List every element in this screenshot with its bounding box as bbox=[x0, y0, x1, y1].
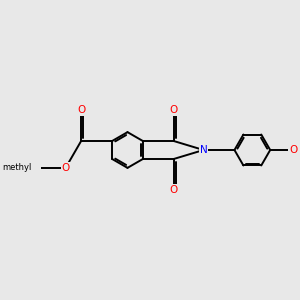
Text: O: O bbox=[61, 163, 70, 173]
Text: O: O bbox=[170, 185, 178, 195]
Text: O: O bbox=[289, 145, 298, 155]
Text: N: N bbox=[200, 145, 207, 155]
Text: O: O bbox=[77, 105, 85, 115]
Text: methyl: methyl bbox=[2, 164, 32, 172]
Text: O: O bbox=[170, 105, 178, 115]
